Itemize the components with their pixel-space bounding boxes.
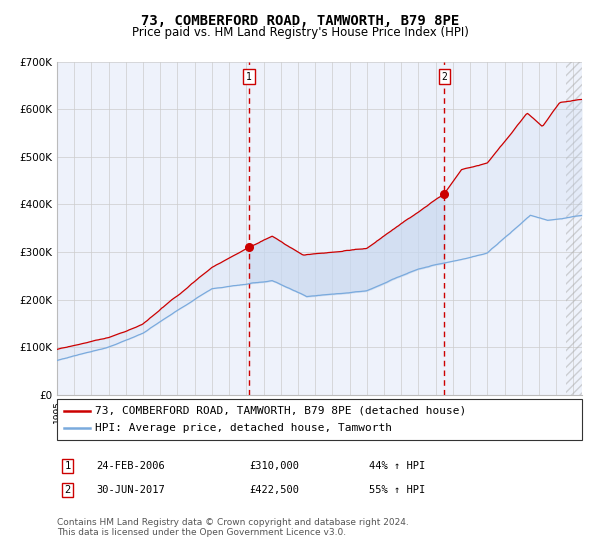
Text: 44% ↑ HPI: 44% ↑ HPI [369, 461, 425, 471]
Text: HPI: Average price, detached house, Tamworth: HPI: Average price, detached house, Tamw… [95, 423, 392, 433]
Bar [566, 62, 582, 395]
Text: 55% ↑ HPI: 55% ↑ HPI [369, 485, 425, 495]
Bar [566, 62, 582, 395]
Text: Contains HM Land Registry data © Crown copyright and database right 2024.
This d: Contains HM Land Registry data © Crown c… [57, 518, 409, 538]
Text: 24-FEB-2006: 24-FEB-2006 [96, 461, 165, 471]
Text: 30-JUN-2017: 30-JUN-2017 [96, 485, 165, 495]
Text: 1: 1 [65, 461, 71, 471]
Text: 2: 2 [442, 72, 447, 82]
Text: £422,500: £422,500 [249, 485, 299, 495]
Text: £310,000: £310,000 [249, 461, 299, 471]
Text: 73, COMBERFORD ROAD, TAMWORTH, B79 8PE (detached house): 73, COMBERFORD ROAD, TAMWORTH, B79 8PE (… [95, 405, 466, 416]
Text: 2: 2 [65, 485, 71, 495]
Text: 73, COMBERFORD ROAD, TAMWORTH, B79 8PE: 73, COMBERFORD ROAD, TAMWORTH, B79 8PE [141, 14, 459, 28]
Text: 1: 1 [246, 72, 252, 82]
Text: Price paid vs. HM Land Registry's House Price Index (HPI): Price paid vs. HM Land Registry's House … [131, 26, 469, 39]
